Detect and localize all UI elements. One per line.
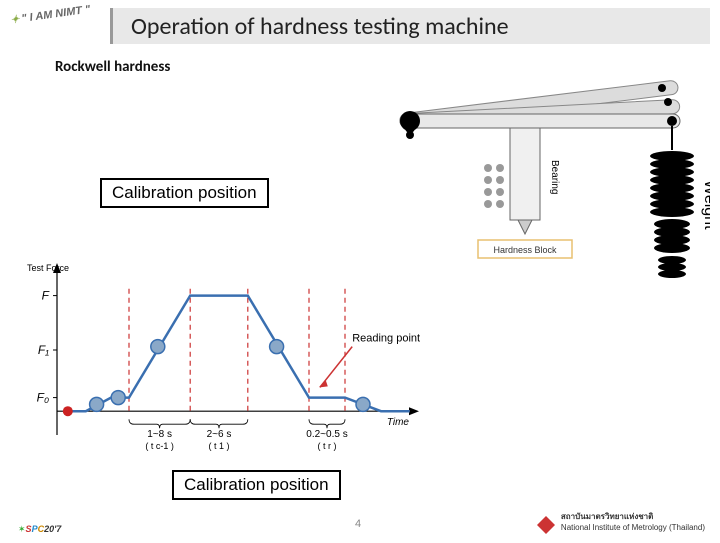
bearing-label: Bearing <box>549 160 560 194</box>
slide-header: " I AM NIMT " Operation of hardness test… <box>0 0 720 50</box>
svg-text:2~6 s: 2~6 s <box>207 429 232 440</box>
svg-text:Time: Time <box>387 417 410 428</box>
slide-subtitle: Rockwell hardness <box>55 58 170 76</box>
diamond-icon <box>537 507 555 525</box>
svg-text:F₁: F₁ <box>38 343 49 357</box>
nimt-motto: " I AM NIMT " <box>9 2 91 26</box>
svg-text:Reading point: Reading point <box>352 333 420 345</box>
svg-text:( t 1 ): ( t 1 ) <box>208 441 229 451</box>
svg-text:F: F <box>42 289 50 303</box>
hardness-block-label: Hardness Block <box>493 245 557 255</box>
nimt-english: National Institute of Metrology (Thailan… <box>561 523 705 532</box>
nimt-footer-logo: สถาบันมาตรวิทยาแห่งชาติ National Institu… <box>537 510 705 532</box>
title-bar: Operation of hardness testing machine <box>110 8 710 44</box>
bearing-column <box>484 128 540 234</box>
page-number: 4 <box>355 518 361 530</box>
spc-logo: ✶SPC20'7 <box>18 524 61 535</box>
weight-stack <box>650 126 694 278</box>
slide-footer: ✶SPC20'7 4 สถาบันมาตรวิทยาแห่งชาติ Natio… <box>0 500 720 540</box>
weight-label: Weight <box>701 180 710 230</box>
calibration-label-top: Calibration position <box>100 178 269 208</box>
svg-text:0.2~0.5 s: 0.2~0.5 s <box>306 429 347 440</box>
svg-text:( t c-1 ): ( t c-1 ) <box>145 441 174 451</box>
nimt-thai: สถาบันมาตรวิทยาแห่งชาติ <box>561 510 705 523</box>
slide-title: Operation of hardness testing machine <box>131 12 509 41</box>
calibration-label-bottom: Calibration position <box>172 470 341 500</box>
svg-text:1~8 s: 1~8 s <box>147 429 172 440</box>
svg-text:F₀: F₀ <box>37 391 49 405</box>
svg-text:Test Force: Test Force <box>27 263 69 273</box>
svg-text:( t r ): ( t r ) <box>318 441 337 451</box>
force-time-chart: FF₁F₀Test ForceTimeReading point1~8 s( t… <box>15 255 435 465</box>
